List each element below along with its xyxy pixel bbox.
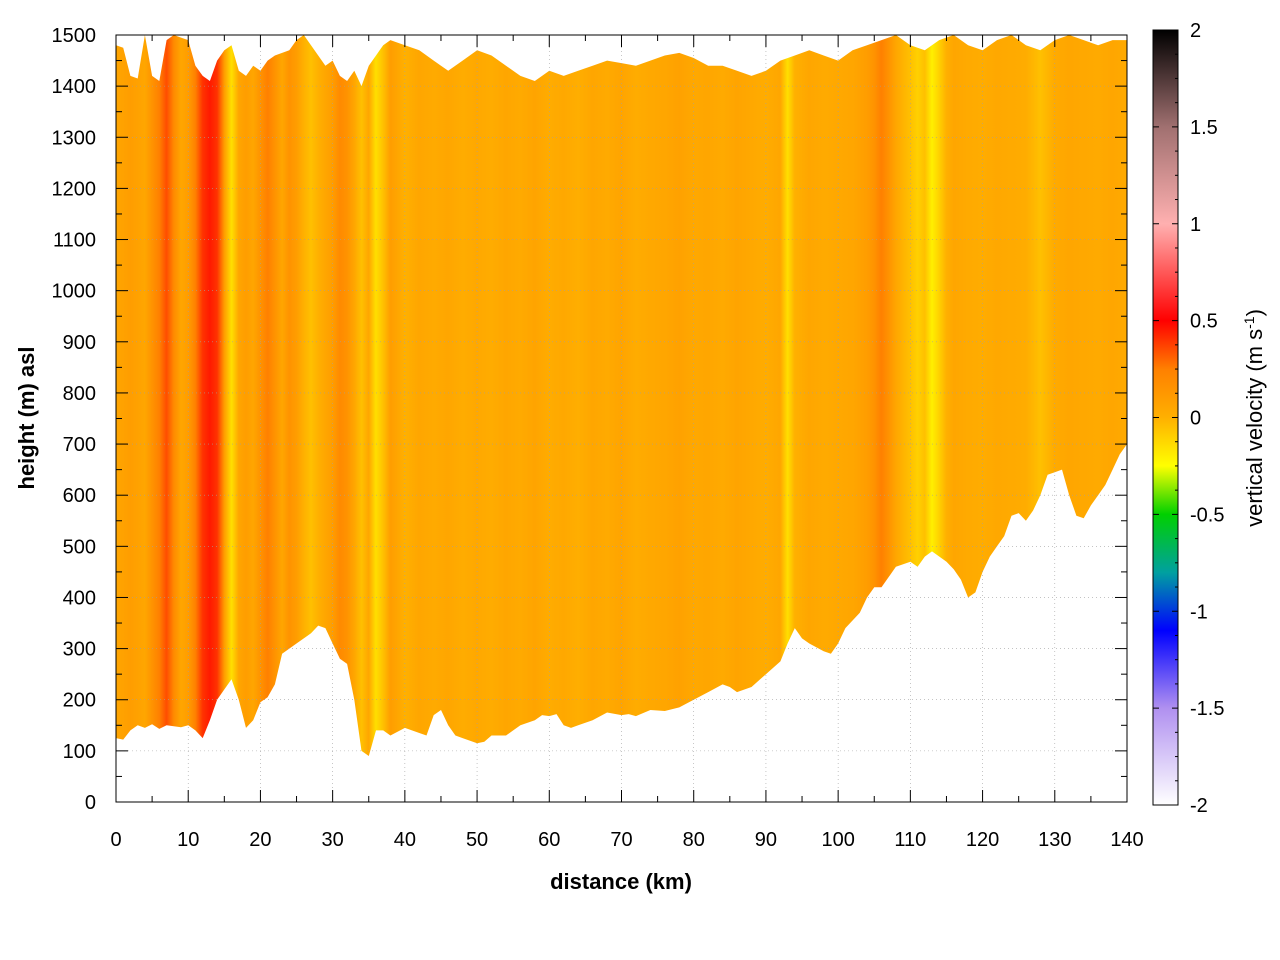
colorbar-tick-label: 2 [1190,20,1201,42]
y-tick-label: 600 [63,485,96,507]
x-tick-label: 140 [1110,829,1143,851]
x-tick-label: 80 [683,829,705,851]
y-tick-label: 1400 [52,76,97,98]
x-tick-label: 0 [110,829,121,851]
y-tick-label: 1000 [52,281,97,303]
colorbar-title: vertical velocity (m s-1) [1241,309,1267,527]
x-tick-label: 10 [177,829,199,851]
y-tick-label: 700 [63,434,96,456]
y-tick-label: 1300 [52,127,97,149]
x-axis: 0 10 20 30 40 50 60 70 80 90 100 110 120 130 140 [110,35,1144,851]
x-axis-title: distance (km) [550,869,692,894]
colorbar-tick-label: 1 [1190,214,1201,236]
colorbar: -2 -1.5 -1 -0.5 0 0.5 1 1.5 2 vertical velocity … [1152,20,1267,817]
y-tick-label: 100 [63,741,96,763]
colorbar-title-main: vertical velocity (m s [1242,329,1267,527]
y-tick-label: 800 [63,383,96,405]
y-tick-label: 0 [85,792,96,814]
y-tick-label: 500 [63,536,96,558]
colorbar-tick-label: -1.5 [1190,698,1224,720]
y-tick-label: 1200 [52,178,97,200]
x-tick-label: 90 [755,829,777,851]
y-tick-label: 900 [63,332,96,354]
x-tick-label: 130 [1038,829,1071,851]
y-tick-label: 1500 [52,25,97,47]
x-tick-label: 70 [610,829,632,851]
x-tick-label: 30 [322,829,344,851]
x-tick-label: 120 [966,829,999,851]
grid [116,35,1127,802]
y-tick-label: 1100 [53,230,96,252]
x-tick-label: 40 [394,829,416,851]
colorbar-tick-label: -1 [1190,601,1208,623]
colorbar-tick-label: -2 [1190,795,1208,817]
x-tick-label: 60 [538,829,560,851]
colorbar-tick-label: 1.5 [1190,117,1218,139]
colorbar-tick-label: -0.5 [1190,504,1224,526]
x-tick-label: 50 [466,829,488,851]
x-tick-label: 100 [821,829,854,851]
y-axis: 0 100 200 300 400 500 600 700 800 900 1000 1100 1200… [52,25,1127,814]
colorbar-ticks: -2 -1.5 -1 -0.5 0 0.5 1 1.5 2 [1153,20,1224,817]
x-tick-label: 20 [249,829,271,851]
colorbar-tick-label: 0 [1190,408,1201,430]
x-tick-label: 110 [894,829,926,851]
y-axis-title: height (m) asl [14,346,39,489]
colorbar-title-end: ) [1242,309,1267,316]
y-tick-label: 400 [63,587,96,609]
colorbar-tick-label: 0.5 [1190,311,1218,333]
colorbar-title-sup: -1 [1241,316,1257,329]
y-tick-label: 200 [63,690,96,712]
y-tick-label: 300 [63,639,96,661]
